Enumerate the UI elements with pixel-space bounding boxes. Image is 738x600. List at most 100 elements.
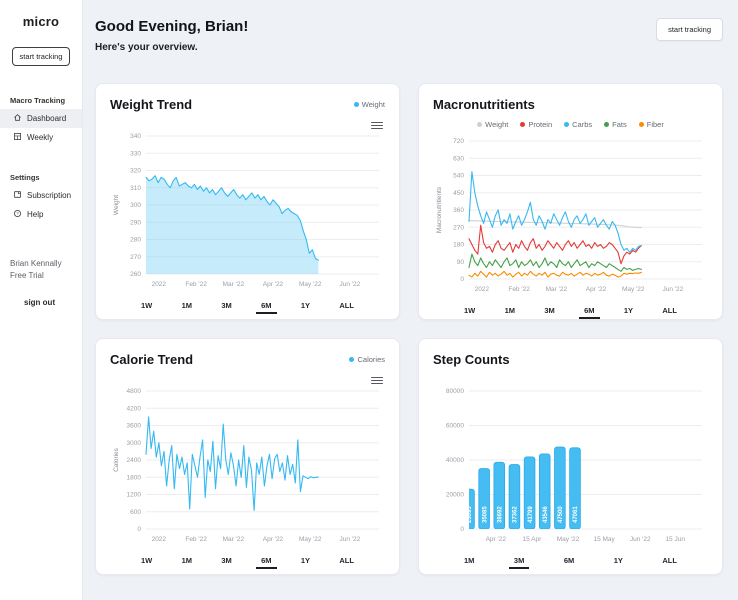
range-button-all[interactable]: ALL (662, 556, 677, 565)
svg-text:60000: 60000 (446, 423, 464, 430)
legend-label: Weight (485, 120, 509, 129)
legend-item-weight[interactable]: Weight (477, 120, 508, 129)
legend-item-calories[interactable]: Calories (349, 355, 385, 364)
bar[interactable] (493, 461, 506, 529)
range-button-1m[interactable]: 1M (181, 556, 192, 565)
svg-text:May '22: May '22 (557, 536, 580, 543)
main-content: Good Evening, Brian! Here's your overvie… (83, 0, 738, 600)
range-button-1w[interactable]: 1W (464, 306, 476, 315)
sidebar-item-help[interactable]: ? Help (0, 205, 82, 224)
svg-text:2022: 2022 (152, 281, 167, 288)
sidebar-item-dashboard[interactable]: Dashboard (0, 109, 82, 128)
svg-text:3600: 3600 (127, 423, 142, 430)
legend-item-protein[interactable]: Protein (520, 120, 552, 129)
range-button-all[interactable]: ALL (339, 301, 354, 310)
range-button-1m[interactable]: 1M (464, 556, 475, 565)
legend-item-carbs[interactable]: Carbs (564, 120, 592, 129)
sidebar-item-subscription[interactable]: Subscription (0, 186, 82, 205)
user-plan: Free Trial (10, 271, 44, 280)
series-line-fats (468, 253, 642, 272)
range-button-1w[interactable]: 1W (141, 556, 153, 565)
user-name: Brian Kennally (10, 259, 62, 268)
sign-out-link[interactable]: sign out (24, 298, 56, 307)
chart-legend: Weight (353, 100, 385, 109)
svg-text:Mar '22: Mar '22 (546, 286, 568, 293)
range-button-1w[interactable]: 1W (141, 301, 153, 310)
range-button-3m[interactable]: 3M (544, 306, 555, 315)
svg-text:20000: 20000 (446, 492, 464, 499)
legend-dot (520, 122, 526, 127)
legend-item-fiber[interactable]: Fiber (638, 120, 664, 129)
series-line-carbs (468, 171, 642, 253)
section-label-macro-tracking: Macro Tracking (10, 96, 66, 105)
chart-menu-icon[interactable] (371, 120, 383, 131)
svg-text:2400: 2400 (127, 457, 142, 464)
range-button-3m[interactable]: 3M (221, 556, 232, 565)
start-tracking-button-header[interactable]: start tracking (656, 18, 723, 41)
svg-text:Apr '22: Apr '22 (486, 536, 507, 543)
range-selector: 1W 1M 3M 6M 1Y ALL (110, 550, 385, 569)
legend-label: Weight (361, 100, 385, 109)
svg-text:320: 320 (130, 168, 141, 175)
svg-text:1200: 1200 (127, 492, 142, 499)
legend-label: Fiber (646, 120, 664, 129)
svg-text:720: 720 (453, 138, 464, 145)
legend-label: Fats (612, 120, 627, 129)
svg-text:3000: 3000 (127, 440, 142, 447)
legend-item-fats[interactable]: Fats (604, 120, 627, 129)
bar[interactable] (464, 488, 475, 529)
series-line-calories (145, 416, 319, 511)
subscription-card-icon (13, 190, 22, 201)
range-button-3m[interactable]: 3M (508, 556, 530, 569)
calorie-trend-svg: 0 600 1200 1800 2400 3000 3600 4200 4800 Calories… (113, 388, 379, 543)
bar-value-label: 35085 (482, 506, 488, 523)
svg-text:450: 450 (453, 190, 464, 197)
calendar-grid-icon (13, 132, 22, 143)
section-label-settings: Settings (10, 173, 40, 182)
range-button-6m[interactable]: 6M (256, 556, 277, 569)
bar[interactable] (554, 446, 566, 529)
legend-dot (638, 122, 644, 127)
range-button-1y[interactable]: 1Y (623, 306, 634, 315)
legend-item-weight[interactable]: Weight (353, 100, 385, 109)
legend-label: Calories (357, 355, 385, 364)
range-button-6m[interactable]: 6M (256, 301, 277, 314)
range-button-1y[interactable]: 1Y (613, 556, 623, 565)
svg-text:1800: 1800 (127, 474, 142, 481)
svg-text:Apr '22: Apr '22 (586, 286, 607, 293)
chart-title: Calorie Trend (110, 352, 194, 367)
range-button-1y[interactable]: 1Y (300, 301, 311, 310)
start-tracking-button-sidebar[interactable]: start tracking (11, 47, 71, 66)
sidebar-item-label: Weekly (27, 133, 54, 142)
range-button-3m[interactable]: 3M (221, 301, 232, 310)
bar-value-label: 47500 (558, 506, 564, 523)
step-counts-chart: 0 20000 40000 60000 80000 Apr '22 15 Apr May '2… (433, 383, 708, 550)
bar[interactable] (523, 456, 536, 529)
range-selector: 1M 3M 6M 1Y ALL (433, 550, 708, 569)
bar[interactable] (538, 453, 551, 529)
svg-text:180: 180 (453, 242, 464, 249)
series-line-weight (145, 175, 319, 261)
range-button-6m[interactable]: 6M (563, 556, 575, 565)
range-button-1y[interactable]: 1Y (300, 556, 311, 565)
svg-text:0: 0 (460, 526, 464, 533)
svg-text:Feb '22: Feb '22 (185, 536, 207, 543)
chart-menu-icon[interactable] (371, 375, 383, 386)
bar[interactable] (508, 464, 521, 529)
bar-value-label: 41799 (528, 506, 534, 523)
svg-text:2022: 2022 (152, 536, 167, 543)
svg-text:280: 280 (130, 237, 141, 244)
range-button-1m[interactable]: 1M (181, 301, 192, 310)
sidebar-item-label: Subscription (27, 191, 72, 200)
svg-text:630: 630 (453, 155, 464, 162)
range-button-6m[interactable]: 6M (579, 306, 600, 319)
bar[interactable] (478, 468, 490, 529)
svg-text:Mar '22: Mar '22 (223, 536, 245, 543)
range-button-all[interactable]: ALL (662, 306, 677, 315)
range-button-all[interactable]: ALL (339, 556, 354, 565)
legend-dot (349, 357, 355, 362)
bar[interactable] (569, 447, 581, 529)
sidebar-item-weekly[interactable]: Weekly (0, 128, 82, 147)
range-button-1m[interactable]: 1M (504, 306, 515, 315)
svg-text:330: 330 (130, 150, 141, 157)
